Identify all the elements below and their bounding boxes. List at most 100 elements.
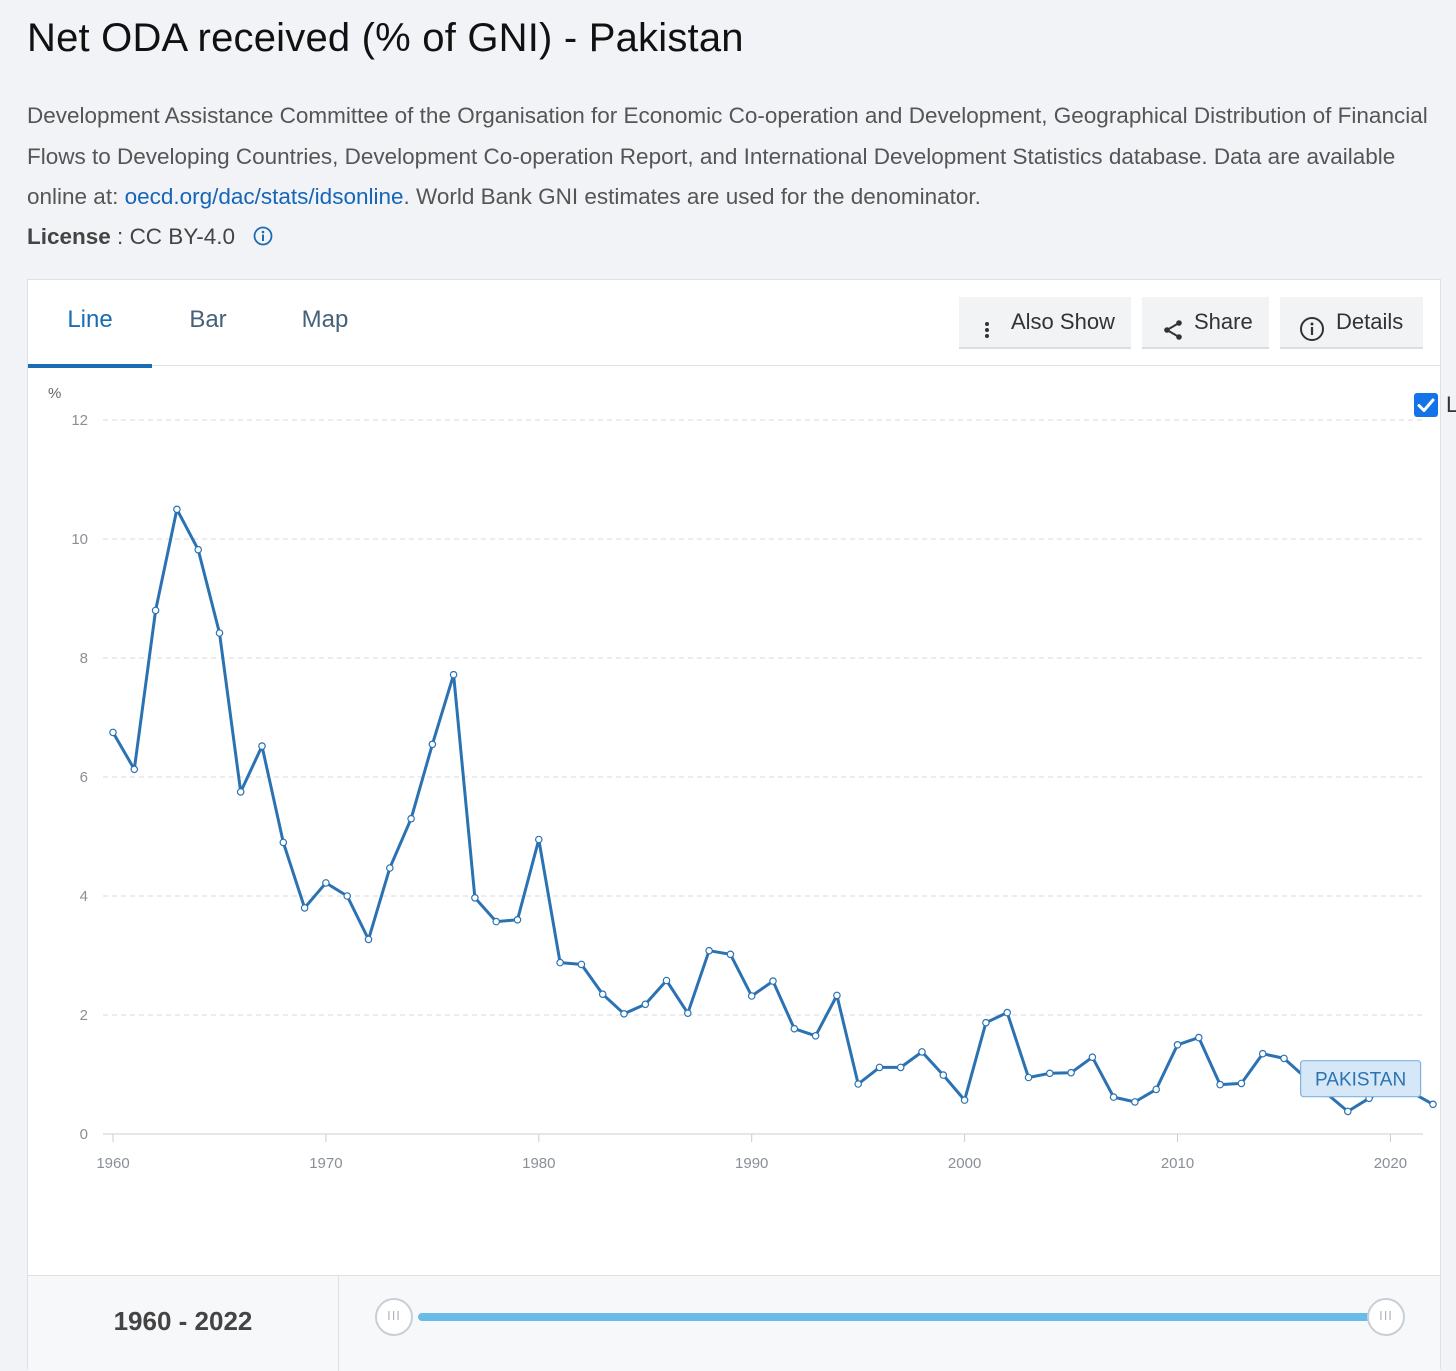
series-label-box — [1300, 1060, 1422, 1098]
range-footer: 1960 - 2022 III III — [28, 1275, 1440, 1371]
y-tick-label: 6 — [80, 769, 88, 786]
data-point — [1109, 1093, 1118, 1101]
data-point — [1067, 1068, 1075, 1077]
x-tick-label: 2000 — [948, 1155, 981, 1172]
info-icon[interactable] — [253, 226, 273, 252]
chart-card: Line Bar Map Also Show Share Details LAB… — [27, 279, 1456, 1371]
x-tick-label: 2010 — [1161, 1155, 1194, 1172]
data-point — [215, 629, 224, 637]
data-point — [449, 670, 458, 679]
tab-line[interactable]: Line — [28, 280, 152, 368]
data-point — [279, 838, 288, 847]
data-point — [534, 835, 543, 844]
more-vertical-icon — [983, 310, 991, 360]
details-button[interactable]: Details — [1280, 297, 1423, 349]
data-point — [1045, 1069, 1054, 1078]
data-point — [1237, 1079, 1246, 1088]
y-tick-label: 12 — [71, 412, 88, 429]
series-label-badge: PAKISTAN — [1300, 1060, 1422, 1098]
data-point — [364, 935, 373, 944]
data-point — [1173, 1040, 1182, 1049]
x-tick-label: 1960 — [96, 1155, 129, 1172]
data-point — [577, 960, 586, 969]
data-point — [343, 892, 352, 900]
tab-map[interactable]: Map — [301, 306, 349, 333]
data-point — [726, 950, 735, 959]
data-point — [194, 545, 203, 554]
also-show-button[interactable]: Also Show — [959, 297, 1131, 349]
data-point — [385, 864, 394, 872]
x-tick-label: 1980 — [522, 1155, 555, 1172]
info-circle-icon — [1299, 310, 1325, 360]
data-point — [130, 765, 139, 774]
line-chart: % 0 2 4 6 8 10 12 1960 1970 1980 1990 2000 2010 2020 PA… — [48, 385, 1437, 1172]
data-point — [854, 1080, 863, 1088]
data-point — [598, 990, 607, 999]
y-tick-label: 2 — [80, 1007, 88, 1024]
share-icon — [1161, 310, 1185, 360]
data-point — [918, 1048, 926, 1056]
year-range-label: 1960 - 2022 — [28, 1276, 339, 1371]
range-start-handle[interactable]: III — [375, 1298, 413, 1336]
data-point — [1003, 1008, 1012, 1017]
data-point — [790, 1024, 799, 1033]
description-text-end: . World Bank GNI estimates are used for … — [403, 184, 981, 209]
source-link[interactable]: oecd.org/dac/stats/idsonline — [124, 184, 404, 209]
license-value: CC BY-4.0 — [129, 224, 236, 249]
range-slider-track[interactable] — [418, 1313, 1378, 1321]
data-point — [620, 1009, 628, 1018]
data-point — [1429, 1100, 1437, 1109]
x-tick-label: 1990 — [735, 1155, 768, 1172]
also-show-label: Also Show — [1011, 309, 1115, 334]
data-point — [1131, 1098, 1139, 1106]
series-label-text: PAKISTAN — [1315, 1070, 1406, 1091]
data-point — [1344, 1107, 1352, 1116]
data-point — [875, 1063, 884, 1072]
license-label: License — [27, 224, 111, 249]
data-point — [769, 977, 777, 985]
label-toggle-text: LABEL — [1446, 392, 1456, 417]
page-title: Net ODA received (% of GNI) - Pakistan — [27, 16, 744, 60]
data-point — [641, 1000, 650, 1009]
data-point — [556, 958, 564, 967]
data-point — [300, 904, 309, 912]
data-point — [833, 991, 841, 1000]
data-point — [1024, 1073, 1033, 1082]
share-label: Share — [1194, 309, 1253, 334]
data-point — [322, 879, 330, 887]
data-point — [960, 1096, 969, 1104]
data-point — [471, 893, 479, 902]
data-point — [683, 1009, 692, 1018]
description: Development Assistance Committee of the … — [27, 96, 1447, 218]
data-point — [173, 505, 181, 514]
x-tick-label: 1970 — [309, 1155, 342, 1172]
data-point — [1195, 1033, 1203, 1042]
tab-bar-chart[interactable]: Bar — [189, 306, 227, 333]
data-point — [151, 606, 160, 615]
series-line — [111, 507, 1434, 1113]
data-point — [939, 1071, 948, 1079]
license-separator: : — [110, 224, 130, 249]
data-point — [747, 992, 756, 1000]
data-point — [1088, 1053, 1097, 1062]
x-tick-label: 2020 — [1374, 1155, 1407, 1172]
data-point — [492, 917, 501, 926]
data-point — [662, 976, 671, 985]
data-point — [407, 814, 415, 823]
data-point — [896, 1063, 905, 1072]
checkbox-checked-icon — [1414, 393, 1438, 417]
y-tick-label: 0 — [80, 1126, 88, 1143]
data-point — [705, 946, 713, 955]
share-button[interactable]: Share — [1142, 297, 1269, 349]
details-label: Details — [1336, 309, 1404, 334]
range-end-handle[interactable]: III — [1367, 1298, 1405, 1336]
data-point — [236, 788, 245, 796]
y-axis-unit-label: % — [48, 385, 61, 402]
data-point — [428, 740, 437, 749]
data-point — [1152, 1085, 1161, 1094]
data-point — [258, 742, 266, 750]
data-point — [811, 1031, 820, 1040]
data-point — [1216, 1080, 1224, 1089]
data-point — [513, 915, 522, 924]
description-text: Development Assistance Committee of the … — [27, 103, 1428, 209]
